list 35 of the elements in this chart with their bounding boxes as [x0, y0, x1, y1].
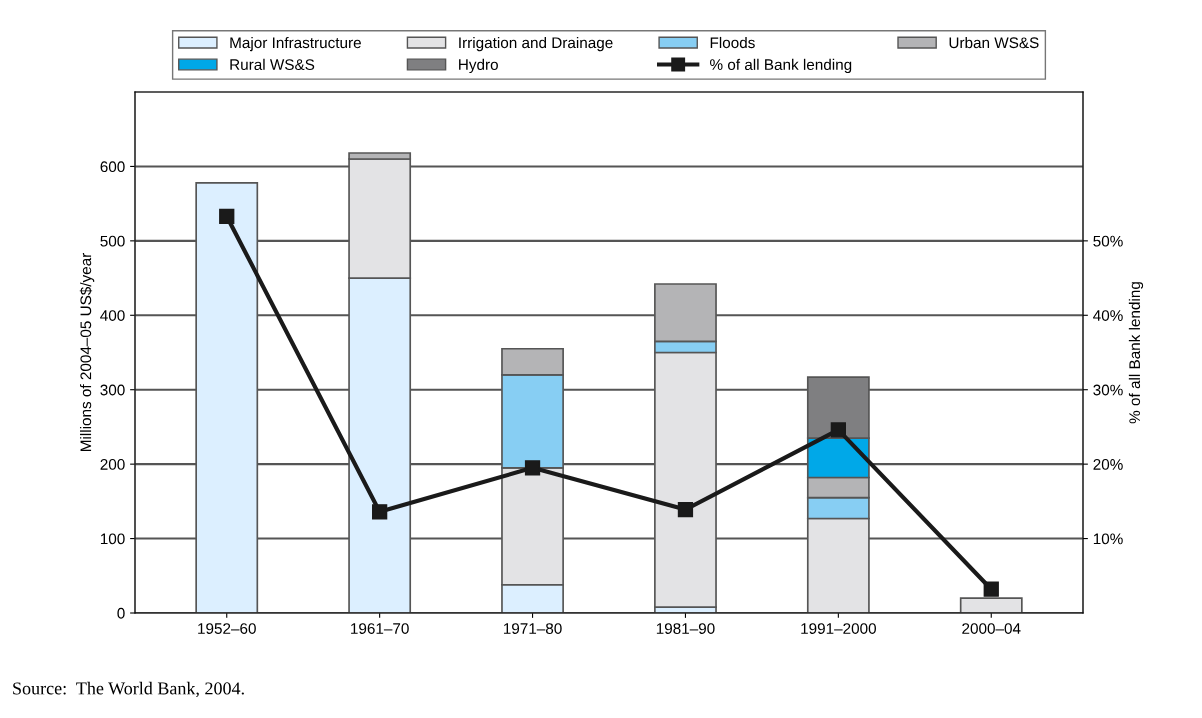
y-tick-label: 400: [100, 310, 125, 321]
y2-tick-label: 40%: [1093, 310, 1123, 321]
y-axis-title: Millions of 2004–05 US$/year: [79, 252, 95, 452]
x-tick-label: 1952–60: [198, 623, 256, 634]
point: [372, 504, 388, 520]
y-tick-label: 0: [117, 607, 125, 619]
legend-label: % of all Bank lending: [710, 58, 852, 74]
x-tick-label: 1991–2000: [801, 623, 876, 634]
y2-tick-label: 50%: [1093, 235, 1123, 247]
x-tick-label: 1981–90: [656, 623, 715, 634]
y2-tick-label: 30%: [1093, 384, 1123, 396]
legend-label: Hydro: [459, 58, 498, 74]
legend-label: Rural WS&S: [230, 58, 315, 71]
y2-tick-label: 10%: [1093, 533, 1123, 545]
y2-axis-title: % of all Bank lending: [1128, 282, 1144, 424]
point: [524, 460, 541, 476]
legend-label: Urban WS&S: [949, 36, 1039, 49]
y-tick-label: 100: [100, 533, 125, 545]
x-tick-label: 2000–04: [962, 623, 1021, 634]
source-note: Source: The World Bank, 2004.: [13, 681, 244, 698]
bar: [959, 597, 1023, 613]
legend-label: Floods: [710, 36, 755, 49]
y-tick-label: 600: [100, 161, 125, 173]
y-tick-label: 500: [100, 235, 125, 247]
y2-tick-label: 20%: [1093, 459, 1123, 470]
legend-label: Major Infrastructure: [230, 36, 361, 52]
x-tick-label: 1971–80: [503, 623, 562, 634]
point: [983, 581, 999, 597]
legend-label: Irrigation and Drainage: [459, 36, 613, 52]
y-tick-label: 200: [100, 459, 125, 470]
point: [677, 501, 694, 518]
point: [830, 422, 846, 438]
y-tick-label: 300: [100, 384, 125, 396]
point: [219, 208, 235, 224]
x-tick-label: 1961–70: [351, 623, 409, 634]
